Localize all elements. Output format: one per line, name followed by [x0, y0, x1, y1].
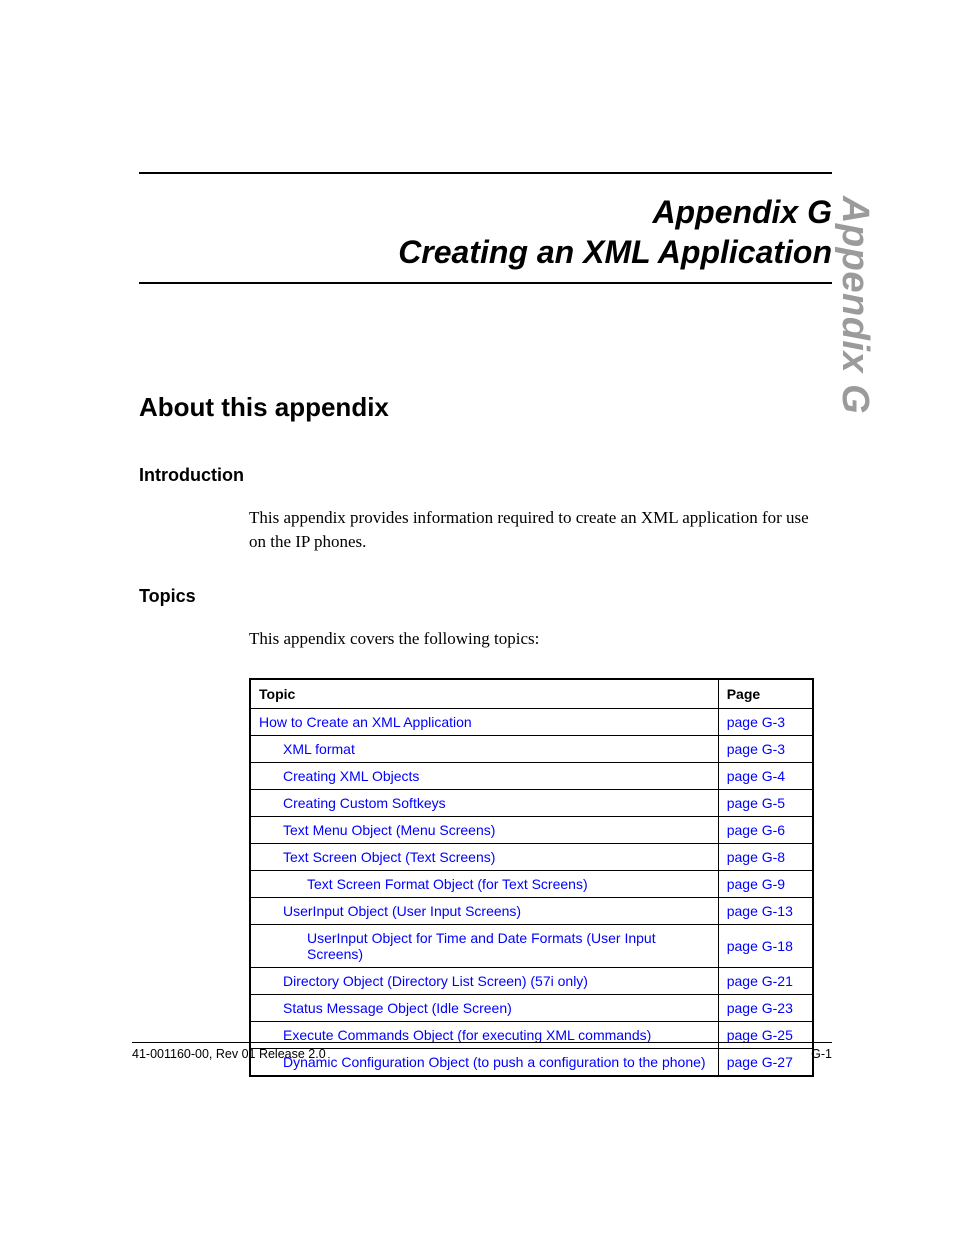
page-link[interactable]: page G-4: [727, 768, 785, 784]
footer-right: G-1: [811, 1047, 832, 1061]
page-container: Appendix G Creating an XML Application A…: [0, 0, 954, 1077]
topic-link[interactable]: Text Screen Object (Text Screens): [283, 849, 495, 865]
topic-cell: UserInput Object (User Input Screens): [250, 898, 718, 925]
col-header-topic: Topic: [250, 679, 718, 709]
page-cell: page G-23: [718, 995, 813, 1022]
page-link[interactable]: page G-3: [727, 714, 785, 730]
table-row: XML format page G-3: [250, 736, 813, 763]
topic-link[interactable]: XML format: [283, 741, 355, 757]
topic-cell: Text Screen Object (Text Screens): [250, 844, 718, 871]
topic-link[interactable]: Execute Commands Object (for executing X…: [283, 1027, 651, 1043]
topic-cell: Text Screen Format Object (for Text Scre…: [250, 871, 718, 898]
page-cell: page G-3: [718, 709, 813, 736]
topic-cell: Directory Object (Directory List Screen)…: [250, 968, 718, 995]
topic-cell: Text Menu Object (Menu Screens): [250, 817, 718, 844]
table-row: Creating XML Objects page G-4: [250, 763, 813, 790]
page-link[interactable]: page G-8: [727, 849, 785, 865]
topic-link[interactable]: UserInput Object for Time and Date Forma…: [307, 930, 656, 962]
topic-cell: XML format: [250, 736, 718, 763]
topic-link[interactable]: Text Screen Format Object (for Text Scre…: [307, 876, 588, 892]
topic-cell: UserInput Object for Time and Date Forma…: [250, 925, 718, 968]
title-block: Appendix G Creating an XML Application: [139, 192, 832, 284]
title-line-2: Creating an XML Application: [139, 232, 832, 272]
topic-link[interactable]: How to Create an XML Application: [259, 714, 472, 730]
table-row: Status Message Object (Idle Screen) page …: [250, 995, 813, 1022]
topic-link[interactable]: Creating Custom Softkeys: [283, 795, 446, 811]
page-link[interactable]: page G-13: [727, 903, 793, 919]
topic-link[interactable]: UserInput Object (User Input Screens): [283, 903, 521, 919]
page-link[interactable]: page G-9: [727, 876, 785, 892]
table-row: Directory Object (Directory List Screen)…: [250, 968, 813, 995]
intro-heading: Introduction: [139, 465, 832, 486]
page-link[interactable]: page G-21: [727, 973, 793, 989]
table-header-row: Topic Page: [250, 679, 813, 709]
topic-cell: Creating XML Objects: [250, 763, 718, 790]
table-row: UserInput Object (User Input Screens) pag…: [250, 898, 813, 925]
topic-cell: How to Create an XML Application: [250, 709, 718, 736]
intro-text: This appendix provides information requi…: [249, 506, 809, 554]
topic-link[interactable]: Directory Object (Directory List Screen)…: [283, 973, 588, 989]
table-row: Text Screen Object (Text Screens) page G-…: [250, 844, 813, 871]
page-link[interactable]: page G-6: [727, 822, 785, 838]
table-row: Text Menu Object (Menu Screens) page G-6: [250, 817, 813, 844]
topics-intro: This appendix covers the following topic…: [249, 627, 809, 651]
topics-heading: Topics: [139, 586, 832, 607]
page-cell: page G-18: [718, 925, 813, 968]
col-header-page: Page: [718, 679, 813, 709]
page-footer: 41-001160-00, Rev 01 Release 2.0 G-1: [132, 1042, 832, 1061]
page-link[interactable]: page G-25: [727, 1027, 793, 1043]
top-rule: [139, 172, 832, 174]
page-cell: page G-9: [718, 871, 813, 898]
topic-cell: Creating Custom Softkeys: [250, 790, 718, 817]
page-link[interactable]: page G-3: [727, 741, 785, 757]
topics-table: Topic Page How to Create an XML Applicat…: [249, 678, 814, 1077]
page-cell: page G-3: [718, 736, 813, 763]
table-row: UserInput Object for Time and Date Forma…: [250, 925, 813, 968]
topic-link[interactable]: Text Menu Object (Menu Screens): [283, 822, 495, 838]
page-cell: page G-4: [718, 763, 813, 790]
topic-cell: Status Message Object (Idle Screen): [250, 995, 718, 1022]
page-link[interactable]: page G-23: [727, 1000, 793, 1016]
page-link[interactable]: page G-5: [727, 795, 785, 811]
page-cell: page G-13: [718, 898, 813, 925]
page-cell: page G-5: [718, 790, 813, 817]
page-cell: page G-6: [718, 817, 813, 844]
side-tab-label: Appendix G: [833, 196, 876, 414]
table-row: How to Create an XML Application page G-3: [250, 709, 813, 736]
topic-link[interactable]: Status Message Object (Idle Screen): [283, 1000, 512, 1016]
page-cell: page G-21: [718, 968, 813, 995]
footer-left: 41-001160-00, Rev 01 Release 2.0: [132, 1047, 326, 1061]
title-line-1: Appendix G: [139, 192, 832, 232]
table-row: Creating Custom Softkeys page G-5: [250, 790, 813, 817]
topic-link[interactable]: Creating XML Objects: [283, 768, 419, 784]
page-link[interactable]: page G-18: [727, 938, 793, 954]
page-cell: page G-8: [718, 844, 813, 871]
table-row: Text Screen Format Object (for Text Scre…: [250, 871, 813, 898]
about-heading: About this appendix: [139, 392, 832, 423]
